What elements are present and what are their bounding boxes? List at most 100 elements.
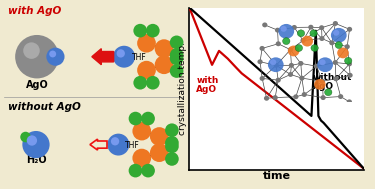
- Circle shape: [333, 76, 339, 81]
- Circle shape: [134, 76, 147, 90]
- Circle shape: [280, 26, 287, 32]
- Text: AgO: AgO: [26, 80, 48, 90]
- Circle shape: [311, 45, 318, 51]
- Circle shape: [348, 73, 353, 78]
- Circle shape: [129, 164, 142, 177]
- Circle shape: [134, 24, 147, 37]
- Circle shape: [150, 127, 169, 146]
- Circle shape: [137, 61, 156, 80]
- Circle shape: [335, 42, 342, 49]
- Circle shape: [268, 57, 284, 72]
- Circle shape: [333, 21, 338, 26]
- Circle shape: [264, 96, 269, 101]
- Circle shape: [111, 137, 119, 146]
- Circle shape: [297, 30, 304, 37]
- Circle shape: [132, 149, 151, 167]
- Circle shape: [333, 60, 338, 65]
- Circle shape: [275, 28, 280, 33]
- Circle shape: [257, 59, 262, 64]
- Circle shape: [321, 95, 326, 100]
- Circle shape: [302, 92, 307, 97]
- Circle shape: [137, 34, 156, 53]
- Circle shape: [329, 40, 334, 45]
- Circle shape: [23, 42, 40, 59]
- Text: THF: THF: [132, 53, 146, 62]
- Circle shape: [292, 25, 297, 30]
- Circle shape: [347, 27, 352, 32]
- Circle shape: [170, 48, 183, 62]
- Text: without
AgO: without AgO: [313, 73, 352, 91]
- Circle shape: [293, 94, 298, 99]
- Circle shape: [165, 139, 179, 153]
- FancyArrow shape: [92, 49, 114, 65]
- Circle shape: [319, 25, 324, 30]
- X-axis label: time: time: [262, 171, 291, 181]
- Circle shape: [155, 39, 173, 58]
- Circle shape: [319, 36, 324, 41]
- Y-axis label: crystallization temp.: crystallization temp.: [178, 42, 187, 135]
- Circle shape: [165, 123, 179, 137]
- Circle shape: [308, 25, 314, 30]
- Circle shape: [141, 112, 155, 125]
- Circle shape: [273, 95, 278, 100]
- Circle shape: [288, 47, 293, 52]
- Circle shape: [338, 94, 343, 99]
- Circle shape: [170, 36, 183, 49]
- Circle shape: [129, 112, 142, 125]
- Circle shape: [49, 50, 56, 57]
- Circle shape: [165, 136, 179, 150]
- Circle shape: [345, 57, 352, 64]
- Circle shape: [289, 63, 294, 68]
- Circle shape: [298, 61, 303, 66]
- Circle shape: [113, 46, 135, 68]
- Text: without AgO: without AgO: [8, 102, 81, 112]
- Circle shape: [347, 99, 352, 104]
- Circle shape: [345, 44, 350, 49]
- Circle shape: [170, 52, 183, 65]
- Circle shape: [260, 46, 265, 51]
- Circle shape: [15, 35, 59, 78]
- Circle shape: [314, 64, 319, 69]
- Circle shape: [288, 72, 293, 77]
- Circle shape: [141, 164, 155, 177]
- Circle shape: [278, 24, 294, 39]
- Circle shape: [107, 134, 129, 156]
- Circle shape: [314, 79, 326, 90]
- Circle shape: [347, 61, 352, 66]
- Circle shape: [300, 38, 306, 43]
- Circle shape: [132, 122, 151, 140]
- Circle shape: [283, 38, 290, 45]
- Circle shape: [260, 76, 265, 81]
- Circle shape: [325, 89, 332, 96]
- Circle shape: [337, 47, 349, 58]
- Circle shape: [46, 48, 64, 66]
- Circle shape: [276, 78, 281, 83]
- Text: with AgO: with AgO: [8, 6, 61, 16]
- Circle shape: [262, 22, 267, 27]
- Circle shape: [331, 28, 346, 43]
- Circle shape: [146, 24, 160, 37]
- Circle shape: [295, 45, 303, 51]
- Circle shape: [170, 64, 183, 78]
- Text: H₂O: H₂O: [26, 156, 46, 166]
- Circle shape: [320, 59, 326, 65]
- Circle shape: [117, 49, 125, 58]
- Circle shape: [317, 57, 333, 72]
- Text: with
AgO: with AgO: [196, 76, 219, 94]
- Circle shape: [20, 132, 31, 142]
- Circle shape: [27, 135, 37, 146]
- Circle shape: [288, 46, 299, 56]
- Circle shape: [146, 76, 160, 90]
- Circle shape: [22, 131, 50, 158]
- Circle shape: [310, 30, 317, 37]
- Circle shape: [302, 36, 313, 46]
- Circle shape: [155, 55, 173, 74]
- Circle shape: [299, 76, 304, 81]
- Circle shape: [270, 59, 276, 65]
- Text: THF: THF: [125, 141, 140, 150]
- Circle shape: [333, 30, 339, 36]
- Circle shape: [274, 63, 279, 68]
- Circle shape: [150, 143, 169, 162]
- Circle shape: [320, 79, 325, 84]
- Circle shape: [165, 152, 179, 166]
